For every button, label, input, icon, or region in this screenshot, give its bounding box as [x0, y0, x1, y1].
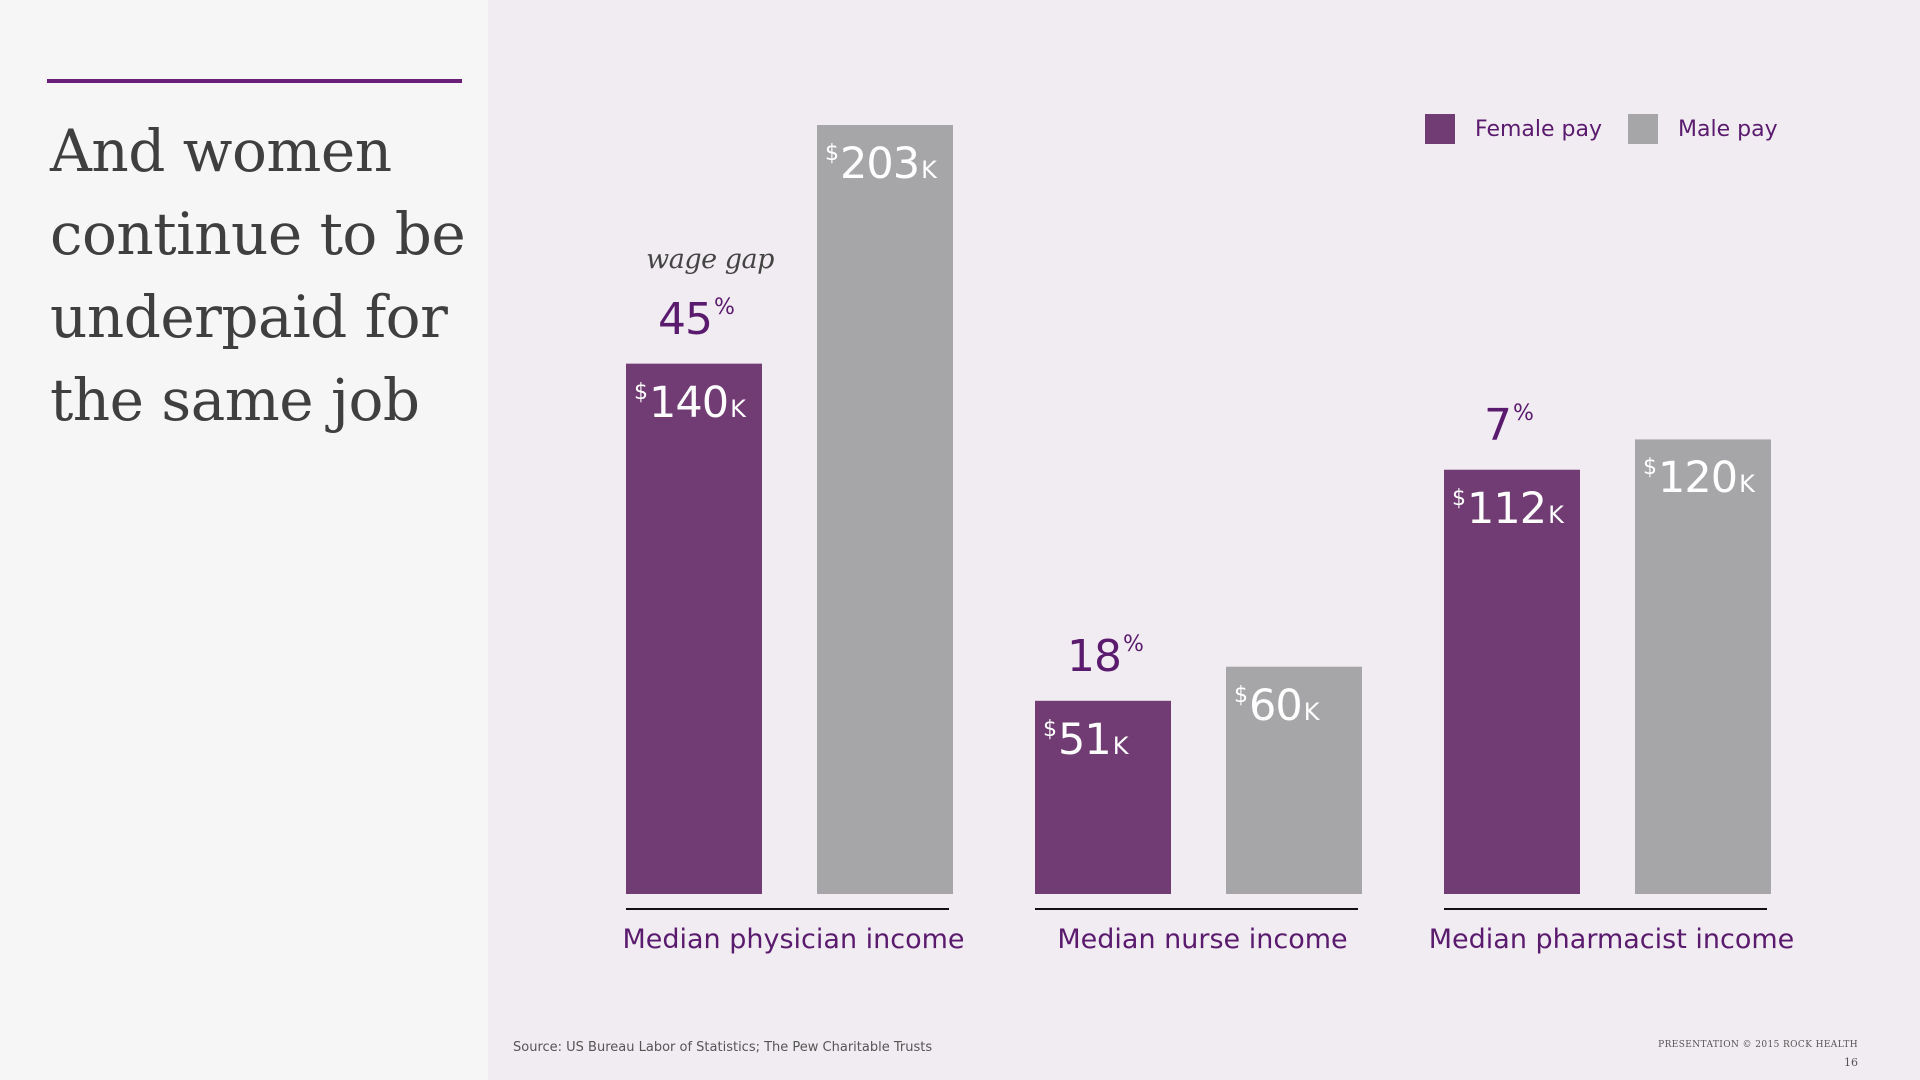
wage-gap-value: 7% [1484, 399, 1534, 451]
bar-value-label: $60K [1234, 680, 1319, 731]
legend-item-male: Male pay [1628, 114, 1778, 144]
bar-value-label: $112K [1452, 483, 1564, 534]
legend-label-female: Female pay [1475, 116, 1603, 142]
bar-female-1 [1035, 700, 1171, 894]
bar-female-2 [1444, 469, 1580, 894]
category-label: Median pharmacist income [1428, 924, 1795, 955]
category-label: Median physician income [622, 924, 965, 955]
legend-item-female: Female pay [1425, 114, 1602, 144]
bar-value-label: $203K [825, 139, 937, 189]
copyright: PRESENTATION © 2015 ROCK HEALTH [1658, 1040, 1858, 1050]
wage-gap-value: 18% [1067, 630, 1144, 682]
page-number: 16 [1844, 1056, 1858, 1069]
bar-value-label: $120K [1643, 453, 1755, 504]
legend-label-male: Male pay [1678, 116, 1778, 142]
legend-swatch-female [1425, 114, 1455, 144]
title-panel: And women continue to be underpaid for t… [0, 0, 488, 1080]
bar-value-label: $140K [634, 377, 746, 428]
bar-value-label: $51K [1043, 714, 1128, 765]
wage-gap-value: 45% [658, 293, 735, 345]
accent-rule [47, 79, 462, 83]
legend: Female pay Male pay [1425, 114, 1804, 144]
bar-chart [626, 125, 1771, 910]
source-note: Source: US Bureau Labor of Statistics; T… [513, 1040, 933, 1055]
legend-swatch-male [1628, 114, 1659, 144]
bar-male-2 [1635, 439, 1771, 894]
slide-title: And women continue to be underpaid for t… [50, 117, 466, 434]
bar-male-1 [1226, 666, 1362, 894]
bar-female-0 [626, 363, 762, 895]
category-label: Median nurse income [1057, 924, 1348, 955]
wage-gap-caption: wage gap [646, 244, 774, 275]
bar-male-0 [817, 125, 953, 894]
chart-panel: wage gap Female pay Male pay Source: US … [488, 0, 1920, 1080]
